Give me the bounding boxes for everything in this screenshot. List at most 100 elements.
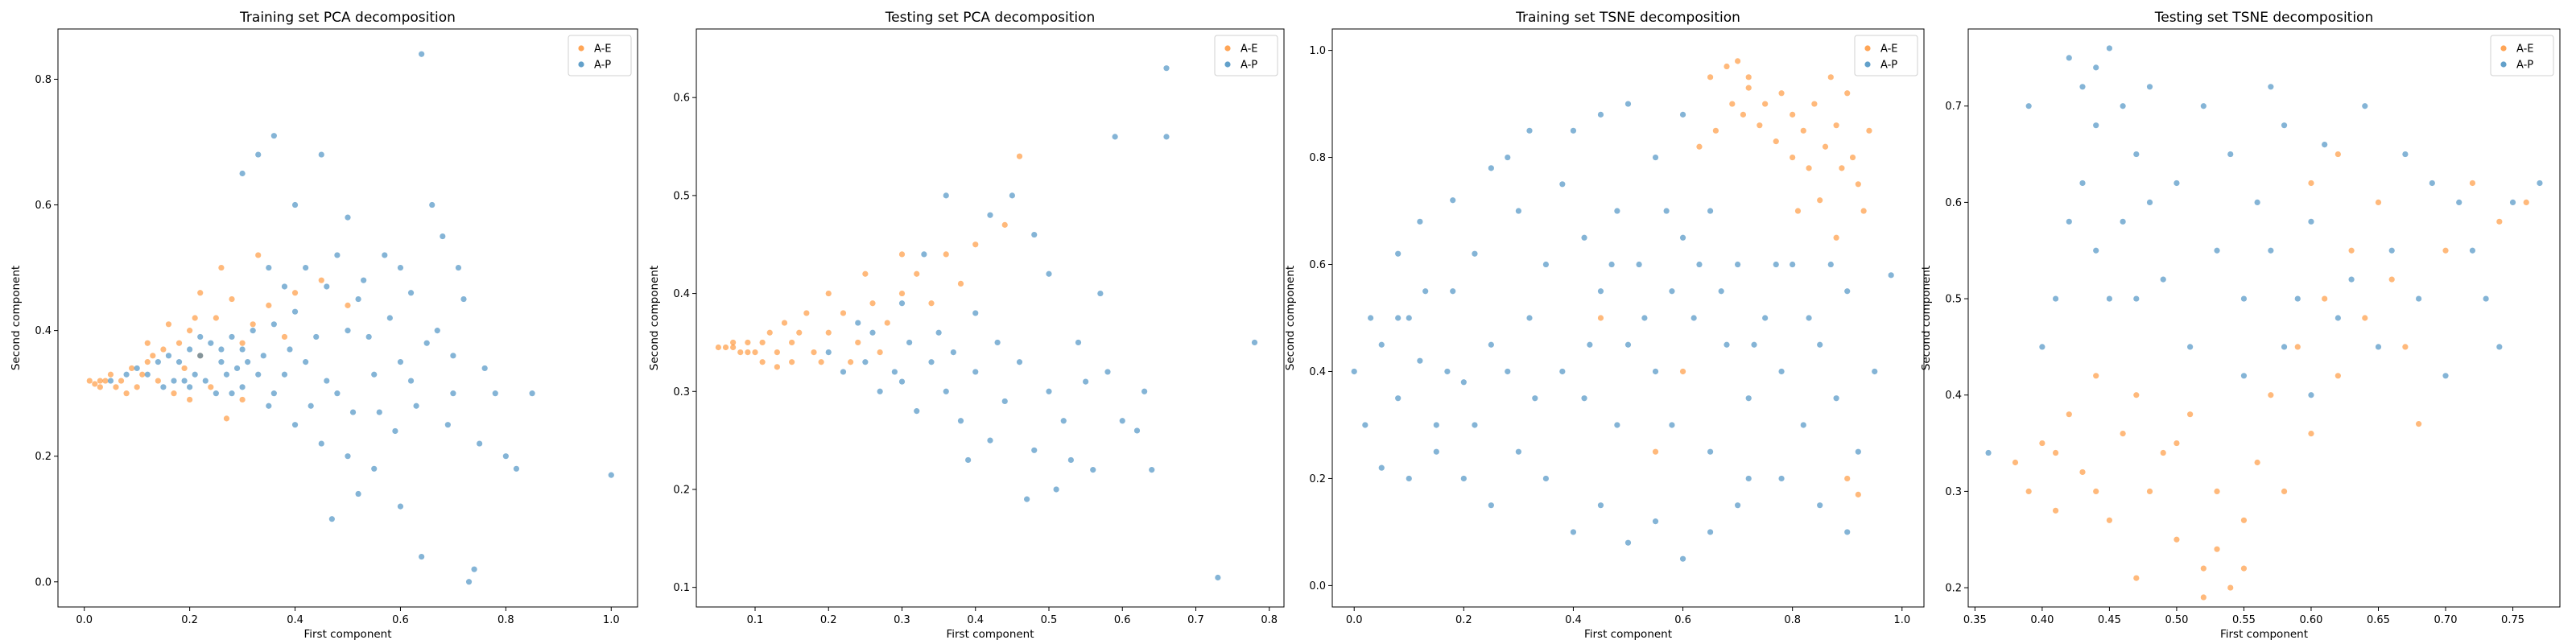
data-point (2120, 103, 2126, 109)
data-point (1707, 529, 1714, 535)
data-point (1505, 154, 1511, 161)
data-point (2160, 276, 2166, 283)
data-point (1773, 261, 1779, 268)
data-point (1724, 341, 1730, 348)
y-tick-label: 0.4 (673, 288, 690, 300)
data-point (1844, 475, 1851, 482)
data-point (1460, 475, 1467, 482)
data-point (2334, 151, 2341, 158)
legend-box (2490, 35, 2554, 76)
data-point (825, 290, 832, 297)
data-point (270, 390, 277, 397)
data-point (1745, 85, 1752, 91)
data-point (2133, 295, 2140, 302)
data-point (129, 365, 135, 372)
y-tick-label: 0.6 (1945, 197, 1962, 209)
data-point (229, 295, 235, 303)
data-point (906, 339, 913, 346)
y-tick-label: 0.0 (35, 576, 52, 588)
data-point (291, 201, 299, 208)
legend-label: A-P (1880, 60, 1897, 72)
data-point (2254, 459, 2260, 466)
data-point (855, 339, 861, 346)
data-point (987, 212, 993, 218)
x-tick-label: 0.8 (1784, 614, 1801, 626)
data-point (972, 242, 979, 248)
data-point (334, 252, 341, 258)
data-point (1860, 208, 1867, 214)
data-point (208, 384, 214, 390)
data-point (1395, 315, 1402, 321)
data-point (2509, 199, 2516, 205)
data-point (413, 402, 419, 409)
x-tick-label: 0.6 (392, 614, 409, 626)
data-point (2402, 344, 2409, 350)
data-point (192, 371, 198, 378)
legend-label: A-E (1880, 43, 1898, 56)
data-point (1800, 422, 1806, 428)
data-point (1542, 475, 1550, 482)
x-tick-label: 0.75 (2501, 614, 2524, 626)
data-point (102, 378, 109, 384)
data-point (313, 333, 320, 341)
data-point (1827, 74, 1834, 80)
data-point (1570, 529, 1577, 535)
data-point (2066, 411, 2072, 418)
data-point (308, 402, 314, 409)
data-point (2093, 122, 2099, 129)
data-point (789, 339, 795, 346)
x-tick-label: 0.2 (181, 614, 198, 626)
data-point (1163, 65, 1170, 72)
data-point (2375, 344, 2382, 350)
data-point (2456, 199, 2462, 205)
data-point (1422, 288, 1429, 295)
data-point (419, 51, 425, 57)
data-point (371, 465, 378, 472)
data-point (213, 390, 219, 397)
data-point (1624, 101, 1632, 107)
data-point (1450, 288, 1456, 295)
data-point (1762, 101, 1769, 107)
data-point (2146, 84, 2153, 90)
data-point (2469, 180, 2476, 187)
data-point (2294, 295, 2301, 302)
data-point (175, 359, 183, 365)
series-a-p (825, 65, 1258, 581)
plot-frame (57, 28, 638, 608)
data-point (2227, 584, 2234, 591)
data-point (1833, 395, 1839, 402)
data-point (1735, 502, 1741, 509)
chart-panel-1: Training set PCA decomposition 0.0 0.2 0.4 0… (10, 10, 638, 641)
x-tick-label: 0.40 (2030, 614, 2054, 626)
data-point (1614, 208, 1620, 214)
y-tick-label: 0.2 (673, 484, 690, 496)
data-point (759, 339, 766, 346)
data-point (737, 349, 744, 356)
legend-label: A-P (2516, 60, 2533, 72)
data-point (2496, 344, 2503, 350)
data-point (419, 553, 425, 560)
data-point (2496, 218, 2503, 225)
data-point (1729, 101, 1736, 107)
data-point (1597, 315, 1604, 321)
chart-panel-4: Testing set TSNE decomposition 0.35 0.40 0.… (1920, 10, 2561, 641)
data-point (397, 503, 404, 510)
data-point (2160, 449, 2166, 456)
data-point (1542, 261, 1550, 268)
data-point (1597, 111, 1604, 118)
data-point (492, 390, 498, 397)
data-point (407, 378, 415, 384)
data-point (2483, 295, 2489, 302)
data-point (270, 321, 277, 328)
data-point (1817, 502, 1823, 509)
data-point (1844, 90, 1851, 97)
data-point (1488, 341, 1494, 348)
data-point (2093, 373, 2099, 379)
data-point (134, 365, 140, 372)
data-point (1790, 111, 1796, 118)
data-point (2120, 431, 2126, 437)
chart-panel-3: Training set TSNE decomposition 0.0 0.2 0.4… (1284, 10, 1925, 641)
data-point (287, 346, 293, 353)
y-tick-label: 0.4 (35, 325, 52, 337)
